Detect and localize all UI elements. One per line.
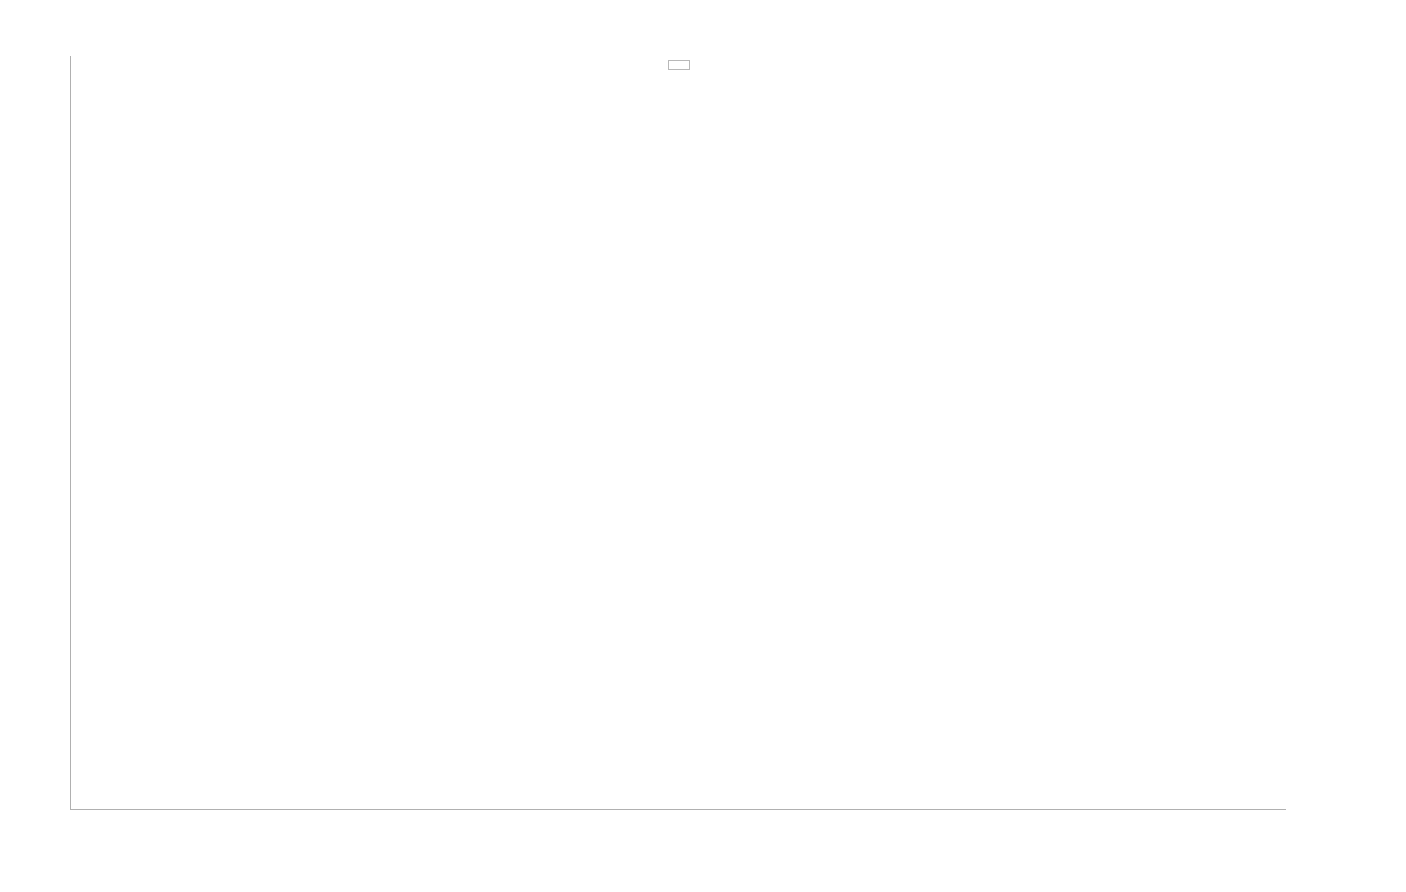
scatter-points	[71, 56, 1286, 809]
plot-area	[70, 56, 1286, 810]
chart	[46, 56, 1396, 852]
stats-box	[668, 60, 690, 70]
